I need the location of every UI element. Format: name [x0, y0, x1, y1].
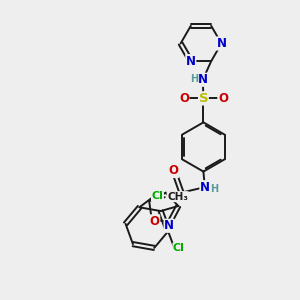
- Text: CH₃: CH₃: [167, 192, 188, 202]
- Text: O: O: [218, 92, 228, 105]
- Text: N: N: [216, 37, 226, 50]
- Text: N: N: [198, 73, 208, 86]
- Text: H: H: [190, 74, 199, 84]
- Text: S: S: [199, 92, 208, 105]
- Text: N: N: [186, 55, 196, 68]
- Text: N: N: [164, 219, 174, 232]
- Text: O: O: [150, 215, 160, 228]
- Text: O: O: [168, 164, 178, 178]
- Text: Cl: Cl: [152, 191, 164, 201]
- Text: O: O: [179, 92, 189, 105]
- Text: N: N: [200, 181, 210, 194]
- Text: Cl: Cl: [173, 243, 185, 253]
- Text: H: H: [210, 184, 219, 194]
